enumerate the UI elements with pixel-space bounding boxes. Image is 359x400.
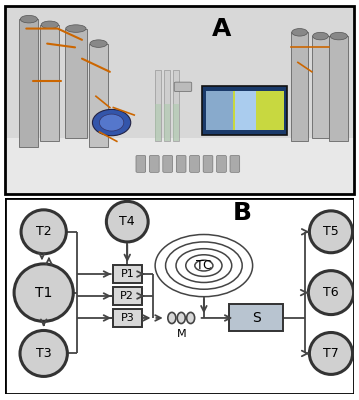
- FancyBboxPatch shape: [203, 156, 213, 172]
- Text: P2: P2: [120, 291, 134, 301]
- Text: P1: P1: [120, 269, 134, 279]
- Text: T2: T2: [36, 225, 51, 238]
- Text: P3: P3: [120, 313, 134, 323]
- Ellipse shape: [41, 21, 59, 28]
- FancyBboxPatch shape: [164, 104, 170, 141]
- FancyBboxPatch shape: [206, 91, 284, 130]
- Text: A: A: [211, 16, 231, 40]
- FancyBboxPatch shape: [40, 25, 59, 141]
- FancyBboxPatch shape: [163, 156, 173, 172]
- Text: T1: T1: [35, 286, 52, 300]
- Ellipse shape: [177, 312, 185, 324]
- FancyBboxPatch shape: [155, 70, 162, 141]
- Text: T6: T6: [323, 286, 339, 299]
- FancyBboxPatch shape: [89, 44, 108, 147]
- FancyBboxPatch shape: [229, 304, 283, 332]
- Ellipse shape: [66, 25, 86, 32]
- Circle shape: [309, 332, 353, 374]
- Text: T4: T4: [120, 215, 135, 228]
- Circle shape: [21, 210, 66, 254]
- FancyBboxPatch shape: [174, 82, 192, 92]
- FancyBboxPatch shape: [65, 28, 87, 138]
- Text: B: B: [233, 201, 252, 225]
- Text: M: M: [176, 329, 186, 339]
- FancyBboxPatch shape: [113, 287, 142, 305]
- FancyBboxPatch shape: [206, 91, 233, 130]
- FancyBboxPatch shape: [230, 156, 240, 172]
- Ellipse shape: [90, 40, 107, 47]
- FancyBboxPatch shape: [190, 156, 200, 172]
- FancyBboxPatch shape: [5, 6, 354, 194]
- Text: TC: TC: [196, 259, 212, 272]
- FancyBboxPatch shape: [173, 70, 179, 141]
- Ellipse shape: [292, 28, 307, 36]
- FancyBboxPatch shape: [155, 104, 162, 141]
- FancyBboxPatch shape: [5, 138, 354, 194]
- Text: T7: T7: [323, 347, 339, 360]
- FancyBboxPatch shape: [312, 36, 329, 138]
- Circle shape: [20, 330, 67, 376]
- Ellipse shape: [93, 109, 131, 136]
- FancyBboxPatch shape: [149, 156, 159, 172]
- FancyBboxPatch shape: [216, 156, 226, 172]
- FancyBboxPatch shape: [136, 156, 146, 172]
- FancyBboxPatch shape: [5, 6, 354, 138]
- Circle shape: [309, 211, 353, 253]
- FancyBboxPatch shape: [235, 91, 256, 130]
- Ellipse shape: [99, 114, 124, 131]
- Circle shape: [308, 271, 354, 314]
- Ellipse shape: [187, 312, 195, 324]
- Circle shape: [106, 201, 148, 242]
- Ellipse shape: [168, 312, 176, 324]
- FancyBboxPatch shape: [164, 70, 170, 141]
- FancyBboxPatch shape: [113, 309, 142, 327]
- Text: S: S: [252, 311, 261, 325]
- FancyBboxPatch shape: [19, 19, 38, 147]
- FancyBboxPatch shape: [291, 32, 308, 141]
- Ellipse shape: [20, 15, 37, 23]
- Ellipse shape: [313, 32, 328, 40]
- FancyBboxPatch shape: [113, 265, 142, 283]
- FancyBboxPatch shape: [329, 36, 348, 141]
- Text: T3: T3: [36, 347, 51, 360]
- FancyBboxPatch shape: [202, 86, 288, 135]
- FancyBboxPatch shape: [176, 156, 186, 172]
- Ellipse shape: [330, 32, 348, 40]
- Circle shape: [14, 264, 73, 321]
- Text: T5: T5: [323, 225, 339, 238]
- FancyBboxPatch shape: [173, 104, 179, 141]
